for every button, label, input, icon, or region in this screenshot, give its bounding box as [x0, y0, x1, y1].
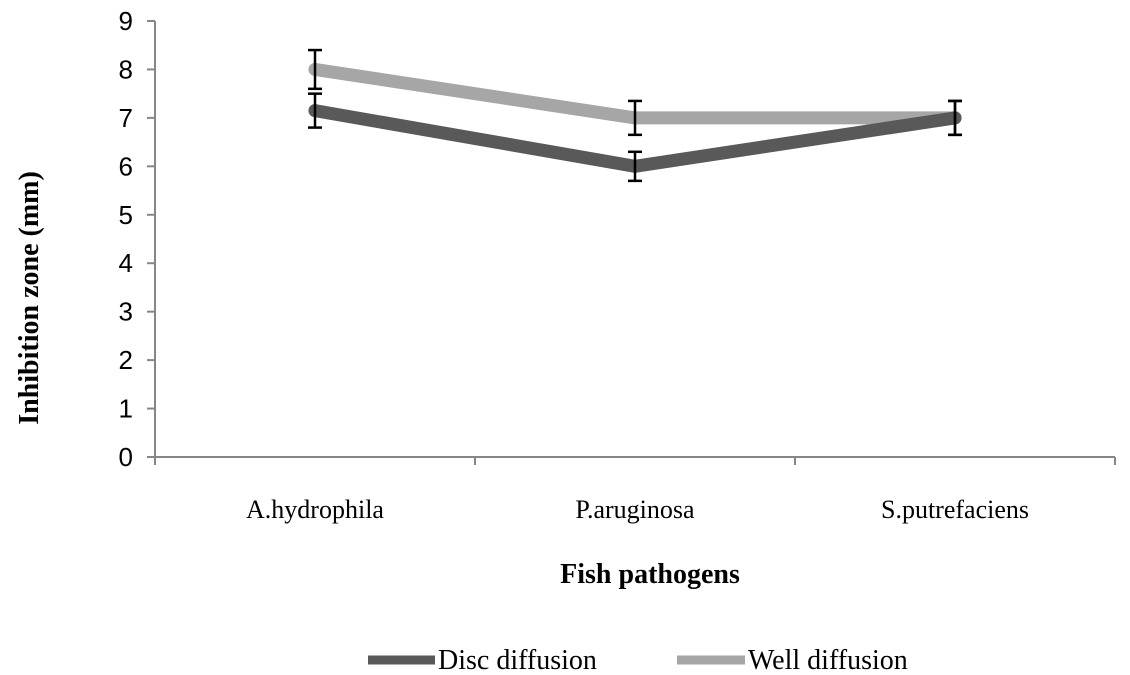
y-axis-ticks: 0 1 2 3 4 5 6 7 8 9: [119, 6, 155, 472]
y-tick-label: 9: [119, 6, 133, 36]
x-tick-label: S.putrefaciens: [881, 495, 1029, 524]
y-tick-label: 7: [119, 103, 133, 133]
y-tick-label: 5: [119, 200, 133, 230]
y-tick-label: 0: [119, 442, 133, 472]
axes: [154, 21, 1115, 458]
y-axis-title: Inhibition zone (mm): [14, 171, 45, 425]
legend-label-disc-diffusion: Disc diffusion: [438, 645, 597, 675]
error-bar: [308, 92, 322, 129]
x-axis-ticks: A.hydrophila P.aruginosa S.putrefaciens: [154, 457, 1116, 524]
y-tick-label: 4: [119, 248, 133, 278]
error-bar: [308, 48, 322, 91]
error-bar: [628, 150, 642, 183]
y-tick-label: 1: [119, 394, 133, 424]
legend-label-well-diffusion: Well diffusion: [748, 645, 908, 675]
x-tick-label: P.aruginosa: [575, 495, 695, 524]
error-bar: [948, 99, 962, 137]
x-tick-label: A.hydrophila: [246, 495, 384, 524]
y-tick-label: 8: [119, 54, 133, 84]
y-tick-label: 3: [119, 297, 133, 327]
legend: Disc diffusion Well diffusion: [368, 645, 908, 675]
error-bars: [308, 48, 962, 183]
error-bar: [628, 99, 642, 137]
x-axis-title: Fish pathogens: [560, 559, 740, 590]
y-tick-label: 2: [119, 345, 133, 375]
y-tick-label: 6: [119, 151, 133, 181]
